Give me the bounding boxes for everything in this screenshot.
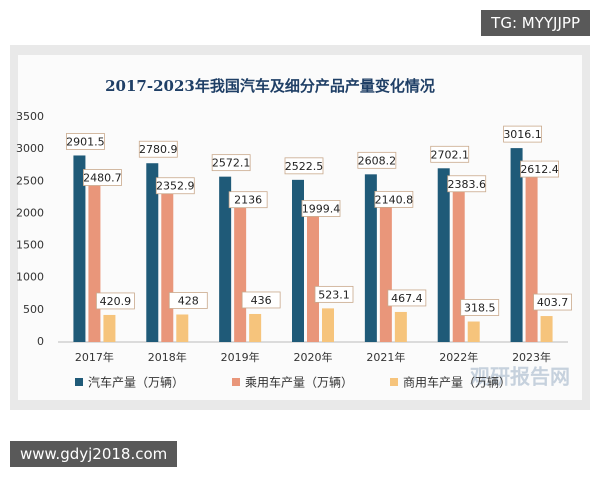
value-label-box xyxy=(155,177,195,195)
bar xyxy=(452,188,465,342)
value-label-box xyxy=(374,190,414,208)
value-label: 420.9 xyxy=(100,295,132,308)
bar xyxy=(292,179,304,342)
x-tick-label: 2020年 xyxy=(294,350,333,364)
legend-label: 商用车产量（万辆） xyxy=(403,375,511,390)
bar xyxy=(510,148,523,342)
value-label-box xyxy=(96,292,135,310)
bar xyxy=(322,308,334,342)
value-label: 3016.1 xyxy=(503,128,542,141)
value-label: 2780.9 xyxy=(139,143,178,156)
value-label-box xyxy=(387,289,427,307)
value-label-box xyxy=(447,175,487,193)
bar xyxy=(467,321,480,342)
y-tick-label: 0 xyxy=(37,335,44,348)
value-label-box xyxy=(284,157,324,175)
legend-label: 汽车产量（万辆） xyxy=(88,375,184,390)
value-label-box xyxy=(228,191,268,209)
bar xyxy=(161,190,174,342)
bar xyxy=(88,182,101,342)
y-tick-label: 2000 xyxy=(16,206,44,219)
y-tick-label: 3500 xyxy=(16,110,44,123)
bar xyxy=(234,204,247,342)
y-tick-label: 1000 xyxy=(16,271,44,284)
bar xyxy=(307,213,319,342)
x-tick-label: 2022年 xyxy=(439,350,478,364)
bar xyxy=(146,163,159,342)
value-label: 2612.4 xyxy=(520,163,559,176)
bar xyxy=(540,316,553,342)
value-label: 2702.1 xyxy=(430,148,469,161)
bar xyxy=(394,311,407,342)
value-label-box xyxy=(533,293,572,311)
value-label-box xyxy=(168,292,208,309)
value-label-box xyxy=(301,200,341,217)
chart-title: 2017-2023年我国汽车及细分产品产量变化情况 xyxy=(105,77,435,95)
bar xyxy=(379,204,392,342)
value-label-box xyxy=(460,299,500,316)
value-label: 318.5 xyxy=(464,302,496,315)
bar xyxy=(103,314,116,342)
overlay-bottom: www.gdyj2018.com xyxy=(10,441,178,467)
value-label: 403.7 xyxy=(537,296,569,309)
bar xyxy=(73,155,86,342)
value-label: 2140.8 xyxy=(375,193,414,206)
value-label: 2136 xyxy=(234,194,262,207)
value-label: 2522.5 xyxy=(285,160,324,173)
value-label: 2608.2 xyxy=(358,154,397,167)
x-tick-label: 2019年 xyxy=(221,350,260,364)
legend-swatch xyxy=(390,378,398,386)
value-label-box xyxy=(520,160,559,178)
value-label: 436 xyxy=(251,294,272,307)
value-label-box xyxy=(138,140,178,158)
value-label-box xyxy=(211,154,251,172)
value-label: 467.4 xyxy=(391,292,423,305)
value-label-box xyxy=(314,285,354,303)
value-label: 523.1 xyxy=(318,288,350,301)
bar xyxy=(219,176,232,342)
bar xyxy=(364,174,377,342)
x-tick-label: 2017年 xyxy=(75,350,114,364)
y-tick-label: 1500 xyxy=(16,239,44,252)
value-label: 2383.6 xyxy=(447,178,486,191)
value-label-box xyxy=(83,169,122,186)
value-label: 2352.9 xyxy=(156,180,195,193)
watermark: 观研报告网 xyxy=(470,365,570,389)
legend-swatch xyxy=(75,378,83,386)
value-label: 2572.1 xyxy=(212,157,251,170)
value-label-box xyxy=(357,151,397,169)
value-label: 2480.7 xyxy=(83,172,122,185)
y-tick-label: 2500 xyxy=(16,174,44,187)
x-tick-label: 2023年 xyxy=(512,350,551,364)
x-tick-label: 2021年 xyxy=(366,350,405,364)
value-label-box xyxy=(241,291,281,309)
value-label: 2901.5 xyxy=(66,135,105,148)
bar xyxy=(437,168,450,342)
bar xyxy=(249,313,262,342)
y-tick-label: 500 xyxy=(23,303,44,316)
x-tick-label: 2018年 xyxy=(148,350,187,364)
legend-swatch xyxy=(232,378,240,386)
value-label-box xyxy=(503,125,542,143)
bar xyxy=(525,174,538,342)
y-tick-label: 3000 xyxy=(16,142,44,155)
overlay-top: TG: MYYJJPP xyxy=(481,10,590,36)
value-label-box xyxy=(430,145,470,163)
bar xyxy=(176,314,189,342)
value-label: 428 xyxy=(178,294,199,307)
value-label-box xyxy=(66,133,105,150)
value-label: 1999.4 xyxy=(302,202,341,215)
legend-label: 乘用车产量（万辆） xyxy=(245,375,353,390)
